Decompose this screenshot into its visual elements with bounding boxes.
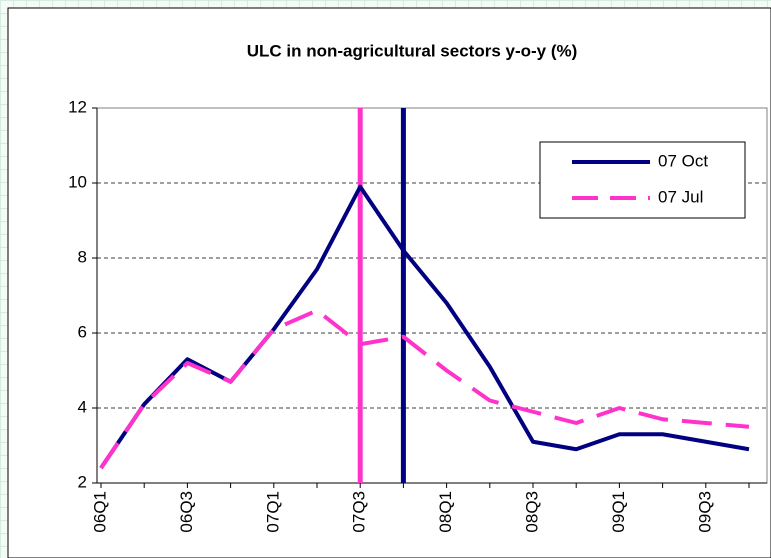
y-tick-label: 8 — [78, 247, 87, 266]
x-tick-label: 07Q3 — [350, 491, 369, 533]
chart-title: ULC in non-agricultural sectors y-o-y (%… — [247, 41, 578, 60]
legend — [539, 141, 746, 219]
x-tick-label: 08Q3 — [522, 491, 541, 533]
y-tick-label: 12 — [68, 97, 87, 116]
legend-label: 07 Jul — [658, 187, 703, 206]
y-tick-label: 10 — [68, 172, 87, 191]
line-series — [99, 308, 750, 470]
x-tick-label: 07Q1 — [263, 491, 282, 533]
x-tick-label: 06Q3 — [177, 491, 196, 533]
y-tick-label: 4 — [78, 397, 87, 416]
x-tick-label: 08Q1 — [436, 491, 455, 533]
legend-label: 07 Oct — [658, 151, 708, 170]
x-tick-label: 09Q1 — [609, 491, 628, 533]
y-tick-label: 2 — [78, 472, 87, 491]
x-tick-label: 06Q1 — [90, 491, 109, 533]
x-tick-label: 09Q3 — [695, 491, 714, 533]
y-tick-label: 6 — [78, 322, 87, 341]
